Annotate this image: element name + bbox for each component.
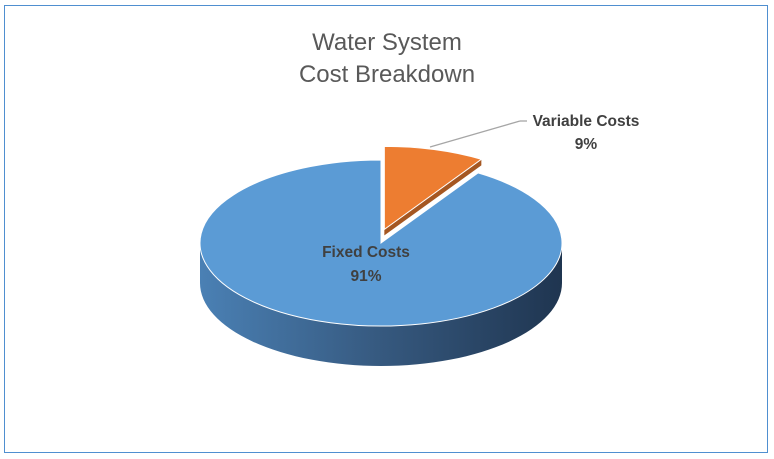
leader-line-variable-costs <box>429 120 521 148</box>
chart-title-line-2: Cost Breakdown <box>298 61 476 88</box>
pie-slice-top <box>199 159 563 327</box>
pie-slice-side <box>200 243 562 366</box>
pie-slice-variable-costs <box>383 145 483 236</box>
data-label-fixed-costs-name: Fixed Costs <box>322 244 410 261</box>
chart-frame <box>4 5 768 453</box>
data-label-variable-costs-name: Variable Costs <box>533 113 640 130</box>
data-label-variable-costs-value: 9% <box>575 136 598 153</box>
chart-title-line-1: Water System <box>312 29 462 56</box>
pie-slice-fixed-costs <box>199 159 563 366</box>
chart-title: Water System Cost Breakdown <box>0 27 774 91</box>
pie-slice-top <box>383 145 483 231</box>
data-label-fixed-costs-value: 91% <box>350 268 381 285</box>
